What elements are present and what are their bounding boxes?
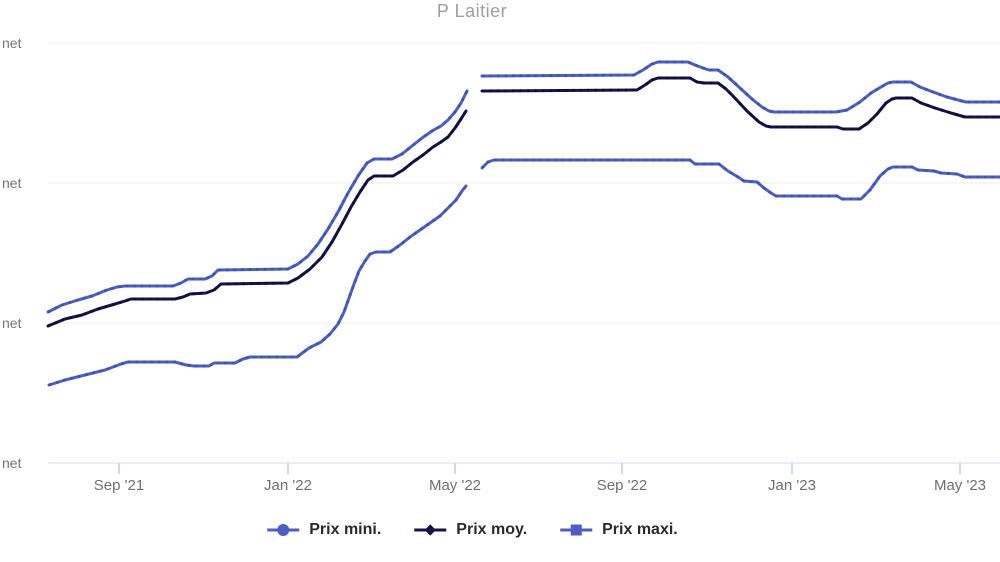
series-line-maxi bbox=[46, 89, 469, 314]
series-markers-mini bbox=[480, 158, 1000, 201]
circle-marker-icon bbox=[267, 524, 300, 536]
series-markers-maxi bbox=[47, 90, 469, 314]
series-line-maxi bbox=[480, 60, 1000, 114]
legend-label-moy: Prix moy. bbox=[456, 521, 528, 538]
diamond-marker-icon bbox=[414, 524, 447, 536]
series-line-mini bbox=[480, 158, 1000, 201]
legend-item-mini[interactable]: Prix mini. bbox=[266, 521, 381, 539]
series-line-moy bbox=[480, 76, 1000, 131]
series-markers-mini bbox=[48, 185, 468, 387]
series-markers-moy bbox=[481, 76, 1000, 131]
series-markers-moy bbox=[47, 110, 468, 328]
chart-title: P Laitier bbox=[436, 1, 508, 21]
series-line-mini bbox=[47, 184, 468, 387]
legend-item-maxi[interactable]: Prix maxi. bbox=[559, 521, 678, 539]
series-line-moy bbox=[46, 109, 468, 328]
legend-label-mini: Prix mini. bbox=[309, 521, 382, 538]
square-marker-icon bbox=[560, 524, 593, 536]
series-markers-maxi bbox=[481, 60, 1000, 114]
legend-label-maxi: Prix maxi. bbox=[602, 521, 678, 538]
legend-item-moy[interactable]: Prix moy. bbox=[413, 521, 527, 539]
legend: Prix mini. Prix moy. Prix maxi. bbox=[266, 521, 678, 539]
